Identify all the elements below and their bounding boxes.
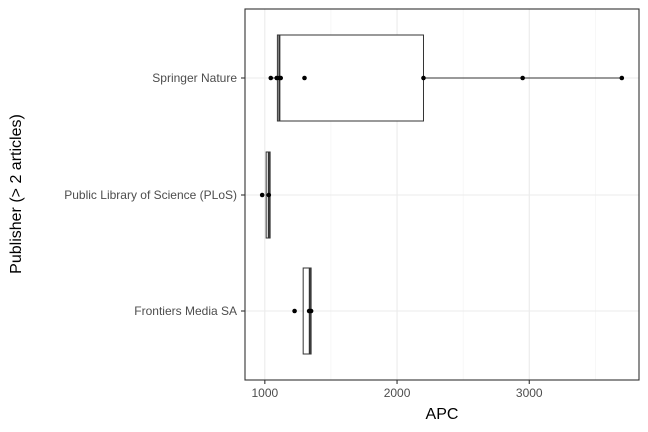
y-tick-label: Springer Nature	[152, 71, 237, 85]
x-tick-label: 1000	[251, 386, 278, 400]
data-point	[302, 75, 307, 81]
y-axis: Springer Nature Public Library of Science…	[64, 71, 245, 318]
x-tick-label: 2000	[384, 386, 411, 400]
data-point	[292, 308, 297, 314]
x-axis: 1000 2000 3000	[251, 380, 543, 400]
box-iqr	[276, 34, 424, 122]
x-axis-title: APC	[426, 406, 459, 423]
data-point	[308, 308, 314, 314]
data-point	[266, 192, 272, 198]
points	[259, 75, 625, 314]
data-point	[268, 75, 274, 81]
data-point	[259, 192, 265, 198]
data-point	[278, 75, 283, 81]
y-axis-title: Publisher (> 2 articles)	[8, 114, 25, 274]
data-point	[421, 75, 426, 81]
y-tick-label: Frontiers Media SA	[134, 304, 237, 318]
data-point	[619, 75, 625, 81]
y-tick-label: Public Library of Science (PLoS)	[64, 188, 237, 202]
x-tick-label: 3000	[516, 386, 543, 400]
data-point	[520, 75, 525, 81]
